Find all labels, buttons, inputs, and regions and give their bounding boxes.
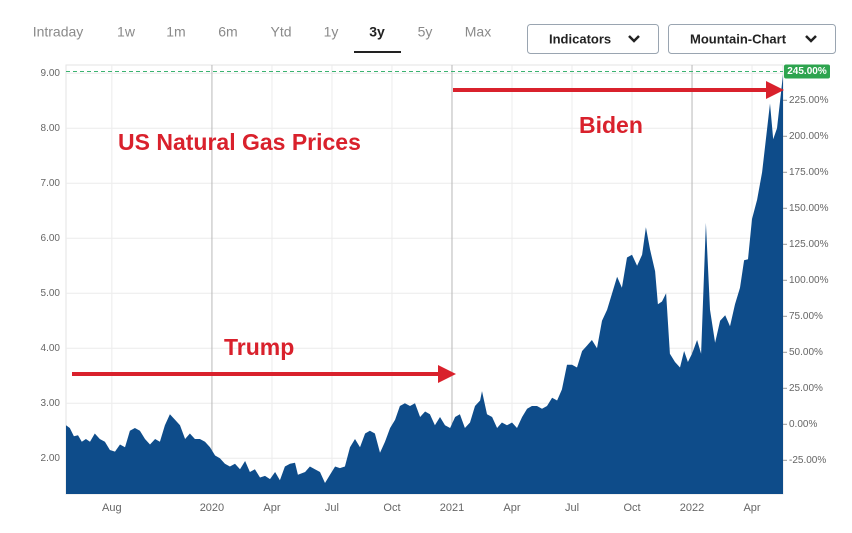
y-tick-label: 4.00 [41, 343, 61, 354]
dropdown-label: Mountain-Chart [690, 31, 787, 46]
trump-arrowhead [438, 365, 456, 383]
x-tick-label: Oct [383, 502, 400, 514]
range-tab[interactable]: Intraday [33, 24, 84, 40]
range-tab[interactable]: Max [465, 24, 491, 40]
annotation: Biden [579, 112, 643, 138]
x-tick-label: Jul [325, 502, 339, 514]
y-tick-label: 2.00 [41, 453, 61, 464]
x-tick-label: Apr [503, 502, 520, 514]
range-tab[interactable]: 1m [166, 24, 185, 40]
y2-tick-label: 50.00% [789, 347, 823, 358]
y2-tick-label: 175.00% [789, 167, 829, 178]
y2-tick-label: 125.00% [789, 239, 829, 250]
range-tab[interactable]: 1w [117, 24, 136, 40]
x-tick-label: Apr [263, 502, 280, 514]
arrows [72, 81, 784, 383]
y-tick-label: 3.00 [41, 398, 61, 409]
y2-tick-label: 200.00% [789, 131, 829, 142]
y2-tick-label: 75.00% [789, 311, 823, 322]
range-tab[interactable]: 3y [369, 24, 385, 40]
x-tick-label: Oct [623, 502, 640, 514]
y-tick-label: 8.00 [41, 123, 61, 134]
y-tick-label: 9.00 [41, 68, 61, 79]
dropdown-button[interactable] [668, 24, 836, 54]
y2-tick-label: 225.00% [789, 95, 829, 106]
x-tick-label: 2022 [680, 502, 704, 514]
y2-tick-label: 25.00% [789, 383, 823, 394]
y2-tick-label: 0.00% [789, 419, 817, 430]
range-tab[interactable]: 6m [218, 24, 237, 40]
chevron [805, 35, 817, 43]
last-value-badge [784, 64, 830, 79]
y-tick-label: 6.00 [41, 233, 61, 244]
dropdown-label: Indicators [549, 31, 611, 46]
y2-tick-label: 150.00% [789, 203, 829, 214]
range-tab[interactable]: 5y [418, 24, 433, 40]
active-tab-underline [354, 51, 401, 53]
chevron [628, 35, 640, 43]
x-tick-label: 2020 [200, 502, 224, 514]
chart-title: US Natural Gas Prices [118, 129, 361, 155]
x-tick-label: Apr [743, 502, 760, 514]
dropdown-button[interactable] [527, 24, 659, 54]
biden-arrowhead [766, 81, 784, 99]
y-tick-label: 7.00 [41, 178, 61, 189]
range-tab[interactable]: Ytd [270, 24, 291, 40]
x-tick-label: Aug [102, 502, 122, 514]
x-tick-label: 2021 [440, 502, 464, 514]
y-tick-label: 5.00 [41, 288, 61, 299]
annotation: Trump [224, 334, 294, 360]
last-value-label: 245.00% [787, 66, 827, 77]
range-tab[interactable]: 1y [324, 24, 339, 40]
y2-tick-label: 100.00% [789, 275, 829, 286]
price-area [66, 74, 783, 495]
y2-tick-label: -25.00% [789, 455, 826, 466]
x-tick-label: Jul [565, 502, 579, 514]
